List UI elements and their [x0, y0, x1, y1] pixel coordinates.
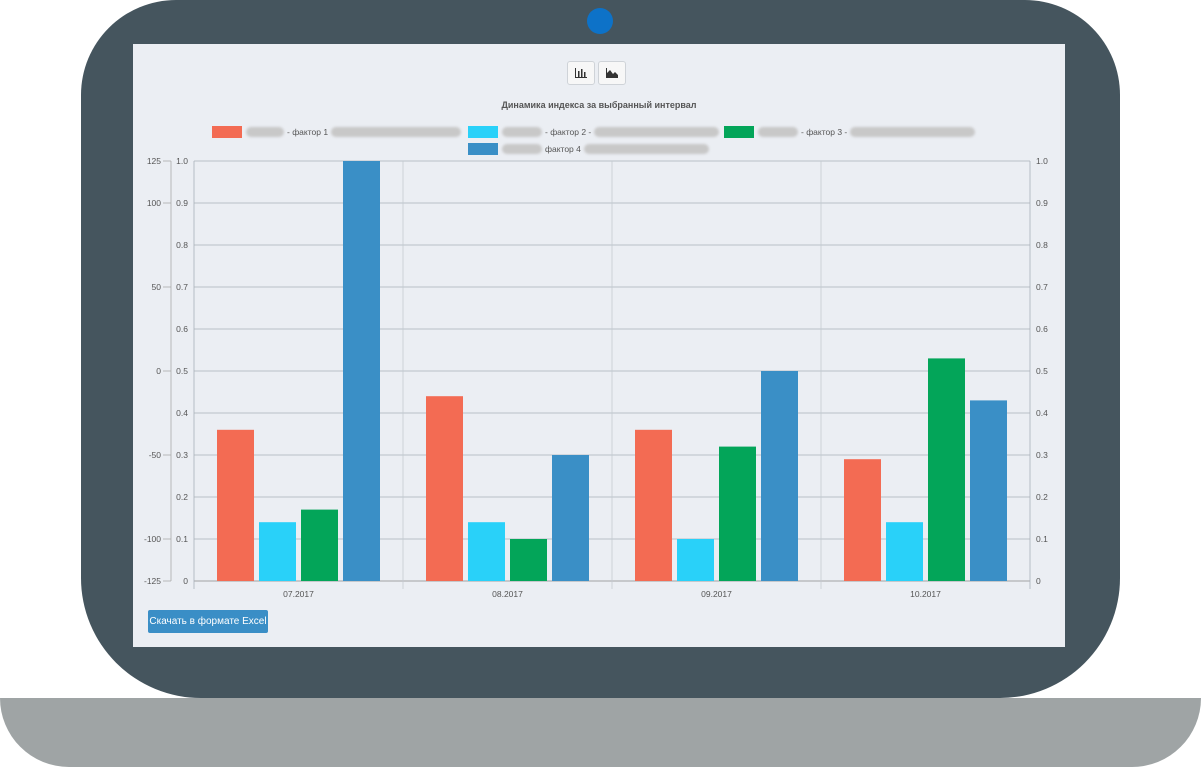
legend-label-factor1: - фактор 1 [287, 127, 329, 137]
legend-swatch-factor2 [468, 126, 498, 138]
y2-tick-label: 0.1 [1036, 534, 1048, 544]
legend-label-factor3: - фактор 3 - [801, 127, 848, 137]
app-screen: Динамика индекса за выбранный интервал -… [133, 44, 1065, 647]
y-tick-label: 0 [183, 576, 188, 586]
y2-tick-label: 1.0 [1036, 156, 1048, 166]
bar-3-10.2017 [928, 358, 965, 581]
y-outer-tick-label: 0 [156, 366, 161, 376]
legend-item-factor4[interactable]: фактор 4 [468, 143, 709, 155]
legend-item-factor1[interactable]: - фактор 1 [212, 126, 462, 138]
y2-tick-label: 0.9 [1036, 198, 1048, 208]
camera-icon [587, 8, 613, 34]
redacted-text [502, 127, 542, 137]
bar-2-07.2017 [259, 522, 296, 581]
bar-3-09.2017 [719, 446, 756, 581]
bar-chart-button[interactable] [567, 61, 595, 85]
legend-swatch-factor1 [212, 126, 242, 138]
y2-tick-label: 0.8 [1036, 240, 1048, 250]
y-outer-tick-label: 100 [147, 198, 161, 208]
redacted-text [331, 127, 462, 137]
bar-2-09.2017 [677, 539, 714, 581]
bar-3-08.2017 [510, 539, 547, 581]
bar-2-10.2017 [886, 522, 923, 581]
area-chart-icon [606, 68, 618, 78]
bar-1-09.2017 [635, 429, 672, 581]
y-tick-label: 0.5 [176, 366, 188, 376]
y-outer-tick-label: -50 [149, 450, 162, 460]
y-tick-label: 0.4 [176, 408, 188, 418]
redacted-text [594, 127, 720, 137]
y-tick-label: 0.2 [176, 492, 188, 502]
legend-label-factor2: - фактор 2 - [545, 127, 592, 137]
x-tick-label: 10.2017 [910, 589, 941, 599]
y-outer-tick-label: -125 [144, 576, 161, 586]
legend-item-factor2[interactable]: - фактор 2 - [468, 126, 720, 138]
y-tick-label: 0.3 [176, 450, 188, 460]
y-tick-label: 1.0 [176, 156, 188, 166]
legend-swatch-factor3 [724, 126, 754, 138]
bar-4-07.2017 [343, 161, 380, 581]
y-outer-tick-label: 50 [152, 282, 162, 292]
chart-title: Динамика индекса за выбранный интервал [501, 100, 697, 110]
redacted-text [850, 127, 976, 137]
y-tick-label: 0.8 [176, 240, 188, 250]
bar-1-08.2017 [426, 396, 463, 581]
bar-4-08.2017 [552, 455, 589, 581]
y2-tick-label: 0 [1036, 576, 1041, 586]
bar-chart-icon [575, 68, 587, 78]
bar-1-10.2017 [844, 459, 881, 581]
laptop-base [0, 698, 1201, 767]
legend-swatch-factor4 [468, 143, 498, 155]
bar-3-07.2017 [301, 509, 338, 581]
y-tick-label: 0.7 [176, 282, 188, 292]
y-outer-tick-label: 125 [147, 156, 161, 166]
y2-tick-label: 0.4 [1036, 408, 1048, 418]
x-tick-label: 08.2017 [492, 589, 523, 599]
y2-tick-label: 0.3 [1036, 450, 1048, 460]
download-excel-button[interactable]: Скачать в формате Excel [148, 610, 268, 633]
redacted-text [246, 127, 284, 137]
legend-item-factor3[interactable]: - фактор 3 - [724, 126, 976, 138]
y-tick-label: 0.9 [176, 198, 188, 208]
y-outer-tick-label: -100 [144, 534, 161, 544]
y-tick-label: 0.6 [176, 324, 188, 334]
y2-tick-label: 0.7 [1036, 282, 1048, 292]
x-tick-label: 07.2017 [283, 589, 314, 599]
y-tick-label: 0.1 [176, 534, 188, 544]
bar-4-09.2017 [761, 371, 798, 581]
legend-label-factor4: фактор 4 [545, 144, 581, 154]
redacted-text [583, 144, 709, 154]
bar-chart: 0 0.1 0.2 0.3 0.4 0.5 0.6 0.7 0.8 0.9 1.0 0 0.1 0.2 0.… [144, 156, 1048, 599]
bar-1-07.2017 [217, 429, 254, 581]
y2-tick-label: 0.2 [1036, 492, 1048, 502]
bar-2-08.2017 [468, 522, 505, 581]
redacted-text [502, 144, 542, 154]
bar-4-10.2017 [970, 400, 1007, 581]
redacted-text [758, 127, 798, 137]
x-tick-label: 09.2017 [701, 589, 732, 599]
y2-tick-label: 0.5 [1036, 366, 1048, 376]
area-chart-button[interactable] [598, 61, 626, 85]
y2-tick-label: 0.6 [1036, 324, 1048, 334]
